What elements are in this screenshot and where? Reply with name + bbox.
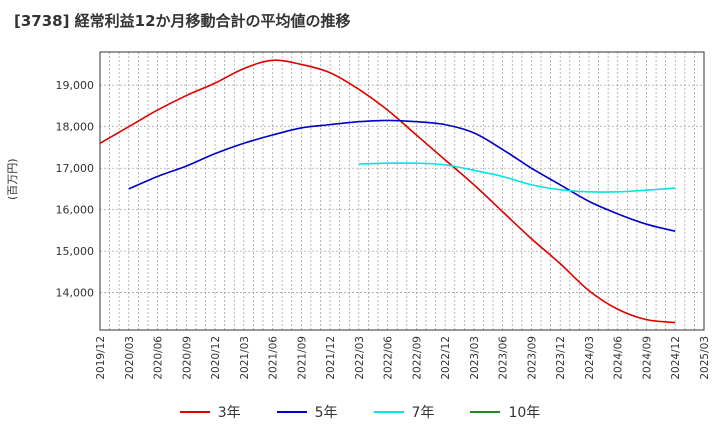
legend-label: 5年: [314, 405, 338, 421]
y-tick-label: 16,000: [56, 204, 95, 217]
x-tick-label: 2024/06: [613, 336, 625, 380]
legend-label: 7年: [411, 405, 435, 421]
series-line-0: [99, 59, 676, 324]
y-tick-label: 19,000: [56, 79, 95, 92]
x-tick-label: 2023/09: [526, 336, 538, 380]
x-tick-label: 2024/09: [641, 336, 653, 380]
x-tick-label: 2022/03: [354, 336, 366, 380]
legend-label: 10年: [508, 405, 541, 421]
x-tick-label: 2020/12: [210, 336, 222, 380]
legend-swatch: [179, 411, 210, 413]
series-line-1: [128, 119, 676, 233]
x-tick-label: 2024/03: [584, 336, 596, 380]
x-tick-label: 2021/06: [268, 336, 280, 380]
y-tick-label: 17,000: [56, 162, 95, 175]
legend-item: 10年: [470, 402, 540, 422]
x-tick-label: 2023/12: [555, 336, 567, 380]
gridlines: [100, 52, 704, 330]
x-tick-label: 2022/12: [440, 336, 452, 380]
x-tick-label: 2022/06: [383, 336, 395, 380]
legend-swatch: [373, 411, 404, 413]
x-tick-label: 2023/03: [469, 336, 481, 380]
line-chart: 14,000 15,000 16,000 17,000 18,000 19,000 201…: [56, 51, 711, 380]
legend-item: 3年: [179, 402, 241, 422]
x-tick-labels: 2019/12 2020/03 2020/06 2020/09 2020/12 2021/…: [95, 336, 711, 380]
y-tick-labels: 14,000 15,000 16,000 17,000 18,000 19,000: [56, 79, 95, 299]
y-tick-label: 15,000: [56, 245, 95, 258]
legend-swatch: [470, 411, 501, 413]
x-tick-label: 2021/09: [296, 336, 308, 380]
legend-swatch: [276, 411, 307, 413]
x-tick-label: 2023/06: [498, 336, 510, 380]
series-line-2: [358, 162, 676, 193]
x-tick-label: 2021/03: [239, 336, 251, 380]
x-tick-label: 2021/12: [325, 336, 337, 380]
legend: 3年 5年 7年 10年: [0, 402, 720, 422]
legend-item: 5年: [276, 402, 338, 422]
y-tick-label: 18,000: [56, 121, 95, 134]
legend-label: 3年: [217, 405, 241, 421]
x-tick-label: 2024/12: [670, 336, 682, 380]
x-tick-label: 2020/03: [124, 336, 136, 380]
x-tick-label: 2022/09: [411, 336, 423, 380]
y-tick-label: 14,000: [56, 287, 95, 300]
chart-title: [3738] 経常利益12か月移動合計の平均値の推移: [14, 12, 351, 30]
x-tick-label: 2019/12: [95, 336, 107, 380]
x-tick-label: 2020/06: [153, 336, 165, 380]
x-tick-label: 2020/09: [181, 336, 193, 380]
series-lines: [99, 59, 676, 324]
legend-item: 7年: [373, 402, 435, 422]
x-tick-label: 2025/03: [699, 336, 711, 380]
plot-frame: [99, 51, 705, 331]
